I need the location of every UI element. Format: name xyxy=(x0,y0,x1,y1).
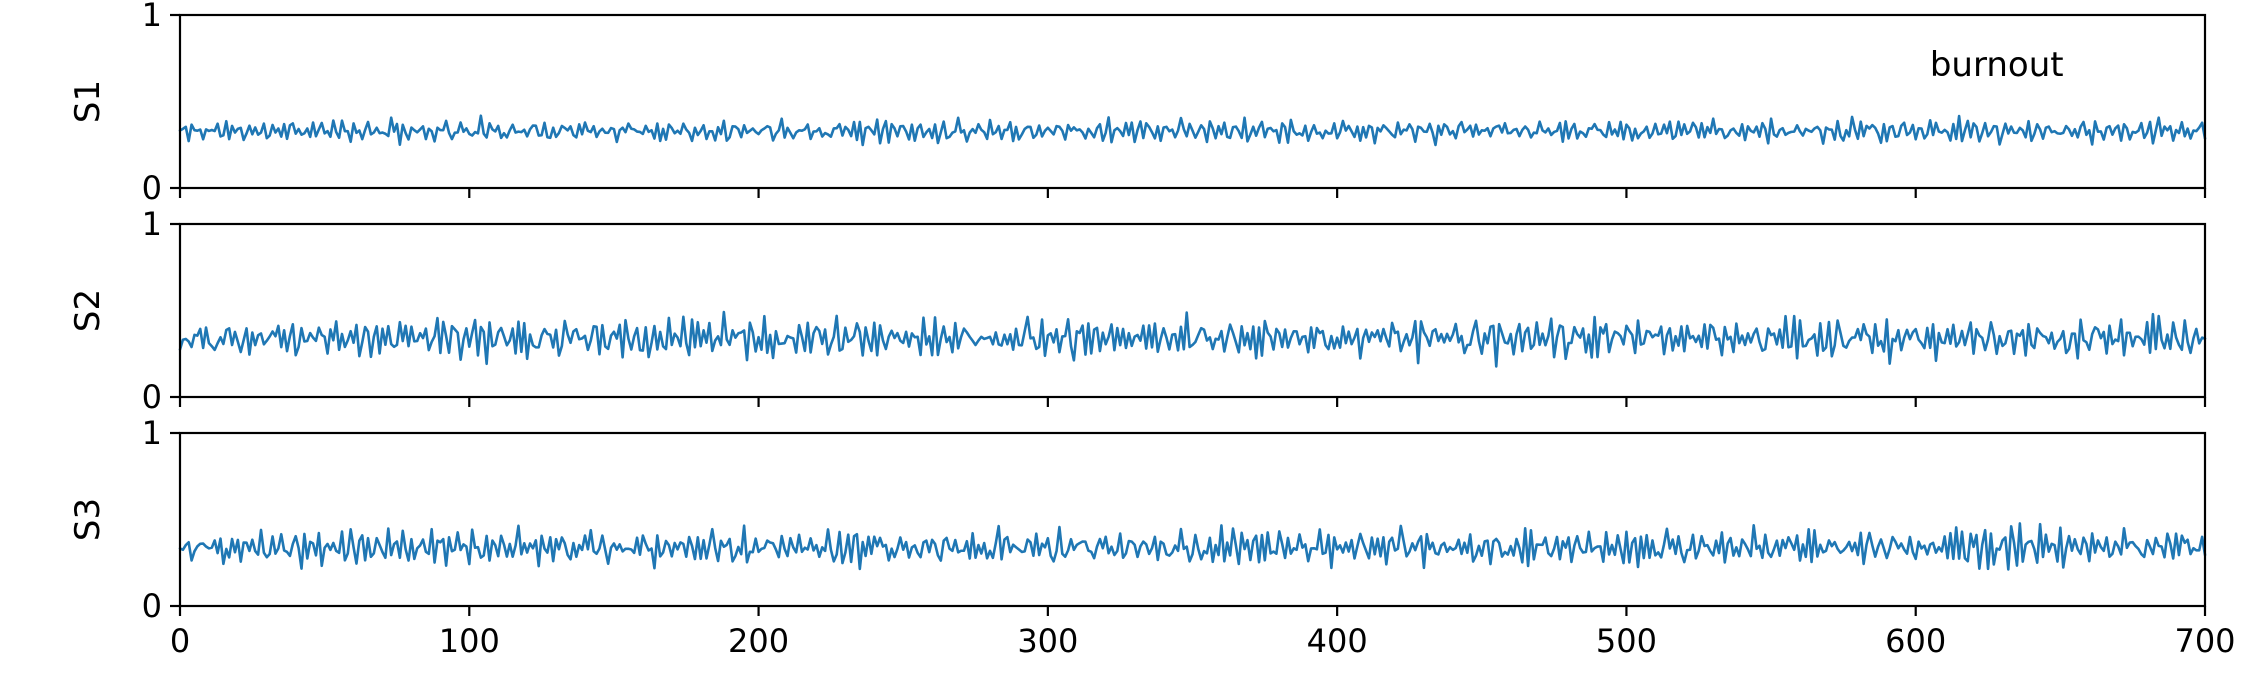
annotation-burnout: burnout xyxy=(1930,45,2064,85)
y-tick-label: 1 xyxy=(142,205,162,243)
panel-s2: 0 1 S2 xyxy=(68,205,2207,416)
panel-s3: 0 1 0 100 200 300 400 500 600 700 S3 xyxy=(68,414,2236,660)
series-line-s2 xyxy=(178,310,2207,368)
y-axis-label: S3 xyxy=(68,498,108,541)
series-line-s3 xyxy=(178,522,2207,571)
y-tick-label: 1 xyxy=(142,414,162,452)
x-tick-label: 100 xyxy=(439,622,500,660)
axes-frame xyxy=(178,13,2207,190)
series-line-s1 xyxy=(178,114,2207,147)
x-tick-label: 600 xyxy=(1885,622,1946,660)
x-tick-label: 700 xyxy=(2174,622,2235,660)
axes-frame xyxy=(178,222,2207,399)
y-tick-label: 0 xyxy=(142,169,162,207)
y-tick-label: 0 xyxy=(142,378,162,416)
axes-frame xyxy=(178,431,2207,608)
y-tick-label: 1 xyxy=(142,0,162,34)
y-axis-label: S2 xyxy=(68,289,108,332)
x-tick-label: 300 xyxy=(1017,622,1078,660)
panel-s1: 0 1 S1 burnout xyxy=(68,0,2207,207)
x-tick-label: 200 xyxy=(728,622,789,660)
x-tick-label: 0 xyxy=(170,622,190,660)
y-axis-label: S1 xyxy=(68,80,108,123)
y-tick-label: 0 xyxy=(142,587,162,625)
x-tick-label: 400 xyxy=(1307,622,1368,660)
x-tick-label: 500 xyxy=(1596,622,1657,660)
